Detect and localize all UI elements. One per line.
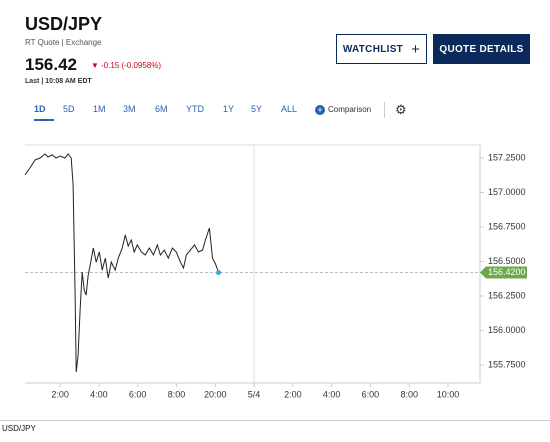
x-tick-label: 8:00 (168, 389, 186, 399)
x-tick-label: 2:00 (51, 389, 69, 399)
quote-details-button[interactable]: QUOTE DETAILS (433, 34, 530, 64)
x-tick-label: 10:00 (437, 389, 460, 399)
x-tick-label: 5/4 (248, 389, 261, 399)
price: 156.42 (25, 55, 77, 74)
x-tick-label: 20:00 (204, 389, 227, 399)
range-tab[interactable]: YTD (186, 104, 204, 114)
price-tag (480, 266, 527, 279)
range-tab[interactable]: ALL (281, 104, 298, 114)
active-tab-underline (34, 119, 54, 121)
y-tick-label: 157.0000 (488, 187, 526, 197)
range-tab[interactable]: 3M (123, 104, 136, 114)
x-tick-label: 4:00 (90, 389, 108, 399)
range-tab[interactable]: 5Y (251, 104, 263, 114)
y-tick-label: 156.2500 (488, 290, 526, 300)
comparison-icon: + (315, 105, 325, 115)
footer-rule (0, 420, 550, 421)
x-tick-label: 4:00 (323, 389, 341, 399)
last-time: Last | 10:08 AM EDT (25, 78, 92, 85)
plus-icon: + (411, 40, 421, 58)
watchlist-button[interactable]: WATCHLIST + (336, 34, 427, 64)
y-tick-label: 157.2500 (488, 152, 526, 162)
price-line-series (24, 153, 220, 373)
range-tab[interactable]: 5D (63, 104, 75, 114)
range-tab[interactable]: 1D (34, 104, 46, 114)
y-tick-label: 156.7500 (488, 221, 526, 231)
footer: USD/JPY (2, 424, 36, 433)
symbol: USD/JPY (25, 14, 103, 34)
x-tick-label: 6:00 (362, 389, 380, 399)
settings-icon[interactable]: ⚙ (395, 102, 407, 117)
x-tick-label: 8:00 (400, 389, 418, 399)
change: -0.15 (-0.0958%) (101, 61, 162, 70)
x-tick-label: 2:00 (284, 389, 302, 399)
last-point (216, 270, 222, 276)
y-tick-label: 156.0000 (488, 325, 526, 335)
range-tab[interactable]: 6M (155, 104, 168, 114)
y-tick-label: 155.7500 (488, 359, 526, 369)
separator (384, 102, 385, 118)
y-tick-label: 156.5000 (488, 256, 526, 266)
comparison[interactable]: Comparison (328, 105, 372, 114)
down-arrow: ▼ (91, 61, 99, 70)
source: RT Quote | Exchange (25, 38, 102, 47)
range-tab[interactable]: 1Y (223, 104, 235, 114)
range-tab[interactable]: 1M (93, 104, 106, 114)
price-tag-label: 156.4200 (488, 267, 526, 277)
watchlist-label: WATCHLIST (342, 43, 404, 55)
x-tick-label: 6:00 (129, 389, 147, 399)
